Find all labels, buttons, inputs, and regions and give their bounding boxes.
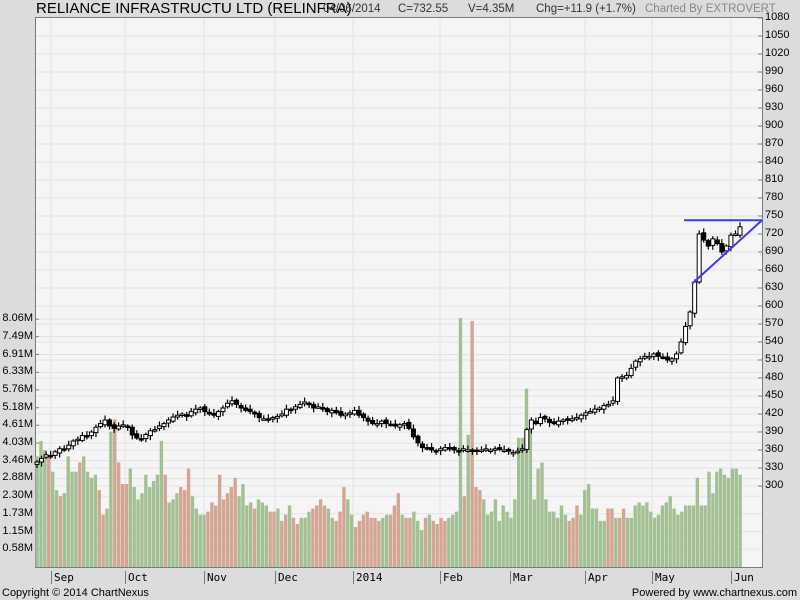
price-tick-label: 780	[765, 191, 784, 203]
volume-tick-label: 5.76M	[2, 382, 33, 395]
price-tick-label: 690	[765, 245, 784, 257]
volume-tick-label: 3.46M	[2, 453, 33, 466]
price-tick-label: 660	[765, 263, 784, 275]
date-tick-label: Mar	[510, 571, 533, 584]
price-tick-label: 300	[765, 479, 784, 491]
volume-tick-label: 7.49M	[2, 329, 33, 342]
price-tick-label: 600	[765, 299, 784, 311]
price-tick-label: 990	[765, 65, 784, 77]
price-tick-label: 930	[765, 101, 784, 113]
price-tick-label: 420	[765, 407, 784, 419]
chart-title: RELIANCE INFRASTRUCTU LTD (RELINFRA)	[36, 0, 352, 17]
volume-tick-label: 1.15M	[2, 524, 33, 537]
charted-by-label: Charted By EXTROVERT	[645, 3, 776, 15]
header-volume: V=4.35M	[468, 3, 515, 15]
price-tick-label: 1020	[765, 47, 790, 59]
price-tick-label: 750	[765, 209, 784, 221]
volume-tick-label: 0.58M	[2, 542, 33, 555]
volume-tick-label: 4.03M	[2, 436, 33, 449]
price-tick-label: 1050	[765, 29, 790, 41]
price-tick-label: 840	[765, 155, 784, 167]
date-tick-label: Sep	[51, 571, 74, 584]
price-tick-label: 330	[765, 461, 784, 473]
date-tick-label: Apr	[585, 571, 608, 584]
date-tick-label: Dec	[275, 571, 298, 584]
date-tick-label: Jun	[731, 571, 754, 584]
powered-by-link[interactable]: Powered by www.chartnexus.com	[631, 587, 797, 599]
price-tick-label: 960	[765, 83, 784, 95]
volume-tick-label: 2.88M	[2, 471, 33, 484]
price-tick-label: 510	[765, 353, 784, 365]
price-tick-label: 870	[765, 137, 784, 149]
price-tick-label: 360	[765, 443, 784, 455]
price-tick-label: 390	[765, 425, 784, 437]
price-tick-label: 450	[765, 389, 784, 401]
volume-tick-label: 2.30M	[2, 489, 33, 502]
volume-tick-label: 6.33M	[2, 365, 33, 378]
date-tick-label: Nov	[204, 571, 227, 584]
header-change: Chg=+11.9 (+1.7%)	[536, 3, 636, 15]
volume-tick-label: 6.91M	[2, 347, 33, 360]
date-tick-label: Oct	[125, 571, 148, 584]
date-tick-label: 2014	[353, 571, 383, 584]
volume-tick-label: 1.73M	[2, 506, 33, 519]
volume-tick-label: 4.61M	[2, 418, 33, 431]
price-tick-label: 480	[765, 371, 784, 383]
price-tick-label: 540	[765, 335, 784, 347]
copyright-text: Copyright © 2014 ChartNexus	[2, 587, 149, 599]
volume-tick-label: 8.06M	[2, 312, 33, 325]
price-tick-label: 1080	[765, 11, 790, 23]
date-tick-label: Feb	[440, 571, 463, 584]
price-tick-label: 900	[765, 119, 784, 131]
volume-tick-label: 5.18M	[2, 400, 33, 413]
price-tick-label: 810	[765, 173, 784, 185]
header-close-price: C=732.55	[398, 3, 449, 15]
price-tick-label: 630	[765, 281, 784, 293]
date-tick-label: May	[652, 571, 675, 584]
price-tick-label: 720	[765, 227, 784, 239]
price-tick-label: 570	[765, 317, 784, 329]
header-date: 04/06/2014	[323, 3, 381, 15]
